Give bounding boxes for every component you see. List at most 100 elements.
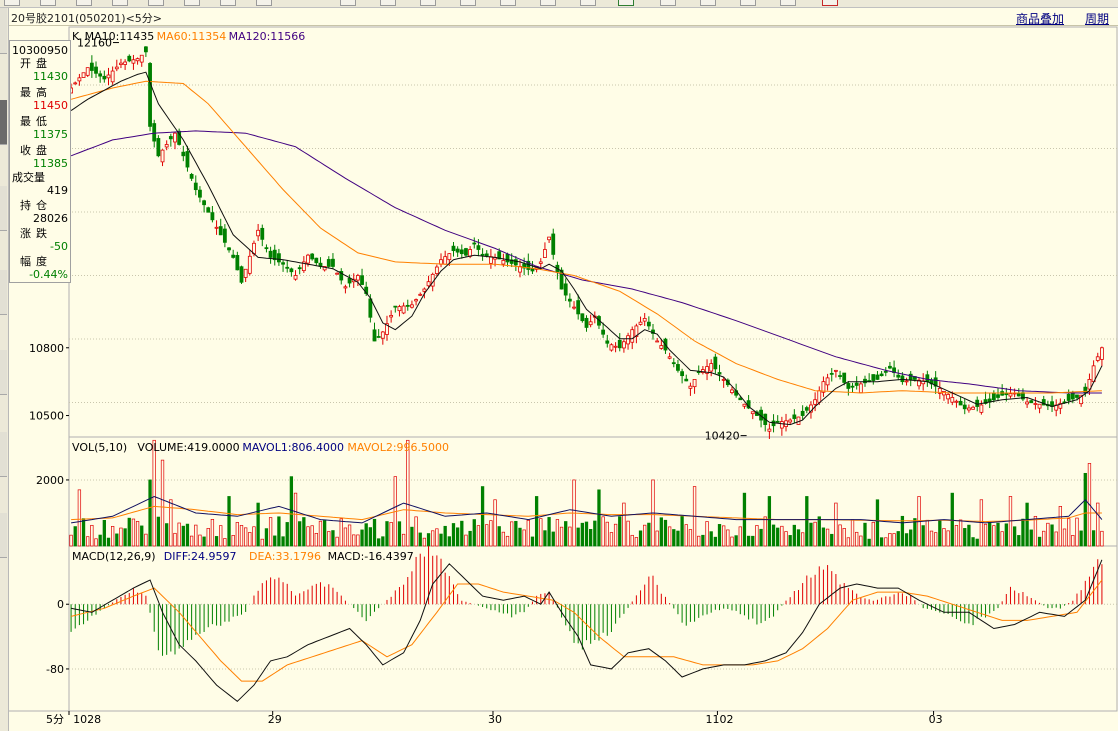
toolbar-button[interactable] xyxy=(380,0,396,6)
volume-bar xyxy=(135,521,140,547)
candle-body xyxy=(713,356,718,370)
toolbar-button[interactable] xyxy=(660,0,676,6)
volume-bar xyxy=(347,524,352,547)
toolbar-button[interactable] xyxy=(500,0,516,6)
volume-bar xyxy=(202,536,206,547)
volume-bar xyxy=(618,516,622,547)
volume-bar xyxy=(821,527,826,547)
candle-body xyxy=(139,54,144,63)
volume-bar xyxy=(248,532,252,547)
candle-body xyxy=(256,229,261,237)
candle-body xyxy=(264,247,269,250)
toolbar-button[interactable] xyxy=(540,0,556,6)
volume-bar xyxy=(156,516,161,547)
volume-bar xyxy=(485,524,489,547)
volume-bar xyxy=(431,530,435,547)
candle-body xyxy=(605,340,610,344)
volume-bar xyxy=(867,538,871,547)
candle-body xyxy=(85,67,90,76)
toolbar-button[interactable] xyxy=(148,0,164,6)
volume-bar xyxy=(568,526,572,547)
legend-entry: MACD(12,26,9) xyxy=(72,550,156,563)
candle-body xyxy=(933,377,938,387)
candle-body xyxy=(1033,403,1038,405)
candle-body xyxy=(875,374,880,380)
volume-bar xyxy=(318,520,323,547)
toolbar-button[interactable] xyxy=(420,0,436,6)
toolbar-button[interactable] xyxy=(40,0,56,6)
side-tab[interactable] xyxy=(0,8,7,54)
side-tab[interactable] xyxy=(0,186,7,231)
volume-bar xyxy=(580,522,584,547)
volume-bar xyxy=(726,529,730,547)
volume-bar xyxy=(493,499,497,547)
toolbar-button[interactable] xyxy=(780,0,796,6)
toolbar-button[interactable] xyxy=(580,0,596,6)
side-tab[interactable] xyxy=(0,350,7,395)
volume-bar xyxy=(455,527,460,547)
volume-bar xyxy=(298,521,302,547)
mavol1-line xyxy=(71,495,1103,524)
volume-bar xyxy=(360,529,364,547)
candle-body xyxy=(738,397,743,401)
candle-body xyxy=(750,411,755,415)
volume-bar xyxy=(447,536,451,547)
side-tab[interactable] xyxy=(0,270,7,315)
candle-body xyxy=(389,314,394,318)
volume-bar xyxy=(676,530,680,547)
candle-body xyxy=(484,253,489,257)
candle-body xyxy=(896,374,901,378)
toolbar-button[interactable] xyxy=(112,0,128,6)
toolbar-button[interactable] xyxy=(76,0,92,6)
toolbar-button[interactable] xyxy=(618,0,634,6)
candle-body xyxy=(601,329,606,335)
toolbar-button[interactable] xyxy=(700,0,716,6)
volume-bar xyxy=(888,533,892,547)
period-link[interactable]: 周期 xyxy=(1085,12,1110,26)
volume-bar xyxy=(800,532,805,547)
info-label: 开盘 xyxy=(20,57,52,70)
toolbar-button[interactable] xyxy=(740,0,756,6)
candle-body xyxy=(1008,393,1013,397)
candle-body xyxy=(410,304,414,308)
toolbar-button[interactable] xyxy=(256,0,272,6)
candle-body xyxy=(123,61,128,65)
candle-body xyxy=(958,400,963,406)
volume-bar xyxy=(730,536,734,547)
info-value-row: 11450 xyxy=(10,100,70,112)
candle-body xyxy=(543,249,547,258)
chart-frame xyxy=(9,26,1118,712)
info-label: 成交量 xyxy=(12,171,45,184)
side-tab[interactable] xyxy=(0,432,7,477)
candle-body xyxy=(767,428,772,432)
volume-bar xyxy=(1067,518,1071,547)
toolbar-button[interactable] xyxy=(4,0,20,6)
toolbar-button[interactable] xyxy=(220,0,236,6)
volume-bar xyxy=(223,538,227,547)
volume-bar xyxy=(672,529,676,547)
volume-bar xyxy=(435,528,439,547)
toolbar-button[interactable] xyxy=(184,0,200,6)
candle-body xyxy=(459,249,464,255)
volume-bar xyxy=(667,526,672,547)
toolbar-button[interactable] xyxy=(822,0,838,6)
candle-body xyxy=(260,227,265,240)
candle-body xyxy=(131,59,136,64)
legend-entry: MAVOL1:806.4000 xyxy=(242,441,344,454)
overlay-symbol-link[interactable]: 商品叠加 xyxy=(1016,12,1065,26)
volume-bar xyxy=(705,521,709,547)
volume-bar xyxy=(1004,523,1008,547)
volume-bar xyxy=(152,439,156,547)
toolbar-button[interactable] xyxy=(340,0,356,6)
side-tab-active[interactable] xyxy=(0,100,7,145)
volume-bar xyxy=(613,523,618,547)
volume-bar xyxy=(401,533,406,547)
volume-bar xyxy=(322,520,327,547)
toolbar-button[interactable] xyxy=(460,0,476,6)
volume-bar xyxy=(426,533,431,547)
candle-body xyxy=(206,207,211,213)
candle-body xyxy=(135,58,140,62)
candle-body xyxy=(119,62,123,65)
volume-bar xyxy=(904,533,909,547)
side-tab[interactable] xyxy=(0,513,7,558)
